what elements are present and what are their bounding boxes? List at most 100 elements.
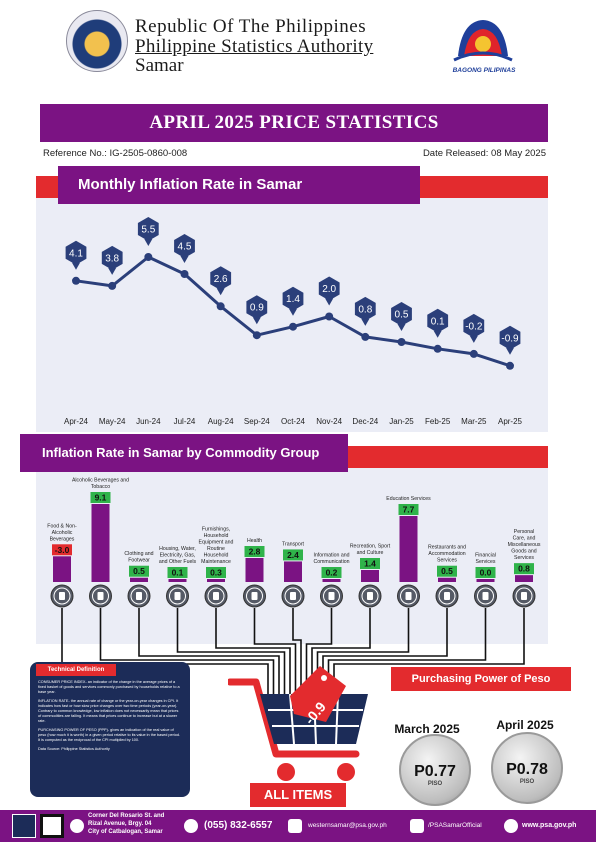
data-label-marker (318, 276, 340, 301)
connector-line (215, 608, 291, 700)
icon-glyph (290, 592, 296, 600)
data-label-pointer (108, 267, 117, 275)
footer-website[interactable]: www.psa.gov.ph (522, 822, 577, 829)
commodity-bar (245, 558, 264, 582)
icon-ring (169, 587, 186, 605)
commodity-bar (53, 556, 71, 582)
commodity-bar (91, 504, 110, 582)
commodity-name: and Other Fuels (159, 559, 197, 565)
commodity-name: Financial (475, 553, 496, 559)
data-label-marker (391, 302, 412, 326)
commodity-name: Information and (313, 553, 349, 559)
bagong-pilipinas-logo (453, 20, 513, 62)
commodity-name: Equipment and (199, 540, 234, 546)
data-label-pointer (180, 256, 189, 263)
technical-definition-title: Technical Definition (36, 664, 116, 676)
commodity-name: Services (437, 558, 457, 564)
facebook-icon (410, 819, 424, 833)
data-label-marker (463, 313, 485, 338)
footer-address-line: Rizal Avenue, Brgy. 04 (88, 821, 152, 827)
commodity-name: Footwear (128, 558, 150, 564)
tech-def-cpi: CONSUMER PRICE INDEX- an indicator of th… (38, 680, 180, 694)
commodity-name: Transport (282, 541, 305, 547)
icon-glyph (405, 592, 412, 600)
icon-glyph (97, 592, 104, 600)
commodity-name: Health (247, 538, 262, 544)
data-label-pointer (144, 239, 153, 246)
x-tick-label: Feb-25 (425, 417, 451, 426)
commodity-value-label: -3.0 (55, 545, 70, 555)
commodity-bar (476, 579, 495, 582)
commodity-name: Education Services (386, 496, 431, 502)
email-icon (288, 819, 302, 833)
commodity-bar (322, 579, 341, 582)
inflation-point (252, 331, 261, 340)
inflation-point (469, 349, 478, 358)
line-section-title: Monthly Inflation Rate in Samar (58, 166, 420, 204)
data-label-marker (427, 308, 449, 333)
icon-ring (207, 587, 225, 605)
commodity-value-label: 2.4 (287, 550, 299, 560)
x-tick-label: Dec-24 (352, 417, 378, 426)
bar-section-title: Inflation Rate in Samar by Commodity Gro… (20, 434, 348, 472)
data-label: 0.8 (358, 304, 372, 315)
value-label-box (437, 565, 457, 577)
commodity-name: and Culture (357, 550, 384, 556)
all-items-label: ALL ITEMS (250, 783, 346, 807)
value-label-box (360, 558, 380, 569)
data-label: 3.8 (105, 253, 119, 264)
data-label: 0.1 (431, 316, 445, 327)
value-label-box (244, 546, 265, 557)
tech-data-source: Data Source: Philippine Statistics Autho… (38, 747, 110, 751)
footer-facebook[interactable]: /PSASamarOfficial (428, 822, 482, 829)
icon-glyph (482, 592, 489, 600)
icon-ring (361, 587, 379, 605)
icon-ring (92, 587, 109, 605)
data-label: 4.1 (69, 248, 83, 259)
icon-glyph (328, 592, 335, 600)
data-label-pointer (325, 298, 334, 306)
icon-ring (323, 587, 340, 605)
icon-glyph (174, 592, 181, 600)
icon-glyph (59, 592, 65, 600)
footer-phone[interactable]: (055) 832-6557 (204, 820, 273, 831)
icon-ring (284, 587, 302, 605)
data-label-marker (354, 296, 376, 321)
data-label: 4.5 (178, 242, 192, 253)
data-label-pointer (252, 317, 261, 325)
icon-glyph (213, 592, 219, 600)
footer-email[interactable]: westernsamar@psa.gov.ph (308, 822, 387, 829)
inflation-point (361, 332, 370, 341)
commodity-bar (284, 561, 302, 582)
connector-line (253, 608, 297, 700)
line-chart: 4.1 Apr-24 3.8 May-24 5.5 Jun-24 4.5 Jul-24 2.6 A… (64, 217, 523, 426)
x-tick-label: Apr-25 (498, 417, 523, 426)
value-label-box (129, 565, 149, 577)
commodity-value-label: 0.0 (480, 568, 492, 578)
peso-coin-april (491, 732, 563, 804)
icon-ring (477, 587, 494, 605)
commodity-value-label: 0.2 (326, 568, 338, 578)
commodity-value-label: 0.8 (518, 564, 530, 574)
data-label-marker (246, 295, 268, 320)
icon-glyph (367, 592, 373, 600)
commodity-name: Electricity, Gas, (160, 553, 196, 559)
data-label-marker (65, 240, 87, 265)
data-label: 5.5 (141, 225, 155, 236)
x-tick-label: Oct-24 (281, 417, 306, 426)
commodity-bar (438, 577, 456, 582)
data-label-marker (137, 217, 159, 241)
value-label-box (52, 544, 72, 556)
inflation-point (397, 338, 406, 346)
header-agency: Philippine Statistics Authority (135, 36, 374, 57)
data-label-pointer (433, 330, 442, 338)
commodity-name: Accommodation (428, 551, 465, 557)
reference-number: Reference No.: IG-2505-0860-008 (43, 148, 188, 159)
footer-address-line: Corner Del Rosario St. and (88, 813, 165, 819)
commodity-bar (399, 516, 418, 582)
tech-def-inflation: INFLATION RATE- the annual rate of chang… (38, 699, 179, 723)
commodity-name: Maintenance (201, 559, 231, 565)
commodity-name: Restaurants and (428, 545, 466, 551)
commodity-value-label: 0.5 (133, 566, 145, 576)
